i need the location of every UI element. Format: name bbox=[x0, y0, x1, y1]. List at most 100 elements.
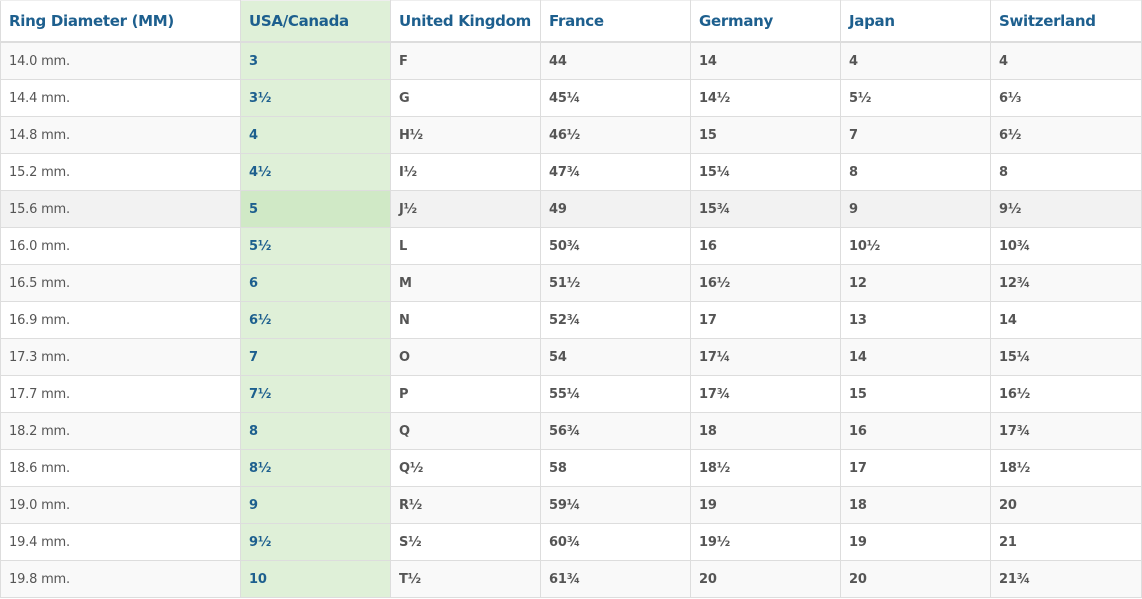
cell-ring-diameter: 18.6 mm. bbox=[0, 449, 241, 487]
cell-usa-canada: 6 bbox=[240, 264, 391, 302]
cell-japan: 15 bbox=[840, 375, 991, 413]
cell-switzerland: 16½ bbox=[990, 375, 1142, 413]
cell-france: 46½ bbox=[540, 116, 691, 154]
cell-germany: 17 bbox=[690, 301, 841, 339]
cell-japan: 5½ bbox=[840, 79, 991, 117]
cell-france: 49 bbox=[540, 190, 691, 228]
column-header-france: France bbox=[540, 0, 691, 43]
cell-switzerland: 6⅓ bbox=[990, 79, 1142, 117]
cell-france: 52¾ bbox=[540, 301, 691, 339]
table-row: 16.9 mm. 6½ N 52¾ 17 13 14 bbox=[0, 301, 1142, 339]
cell-japan: 17 bbox=[840, 449, 991, 487]
cell-united-kingdom: N bbox=[390, 301, 541, 339]
column-header-ring-diameter: Ring Diameter (MM) bbox=[0, 0, 241, 43]
cell-france: 58 bbox=[540, 449, 691, 487]
cell-france: 60¾ bbox=[540, 523, 691, 561]
cell-germany: 17¾ bbox=[690, 375, 841, 413]
cell-france: 50¾ bbox=[540, 227, 691, 265]
table-row: 19.4 mm. 9½ S½ 60¾ 19½ 19 21 bbox=[0, 523, 1142, 561]
cell-switzerland: 20 bbox=[990, 486, 1142, 524]
column-header-united-kingdom: United Kingdom bbox=[390, 0, 541, 43]
column-header-usa-canada: USA/Canada bbox=[240, 0, 391, 43]
cell-switzerland: 14 bbox=[990, 301, 1142, 339]
table-row: 15.6 mm. 5 J½ 49 15¾ 9 9½ bbox=[0, 190, 1142, 228]
cell-japan: 13 bbox=[840, 301, 991, 339]
cell-germany: 17¼ bbox=[690, 338, 841, 376]
table-row: 17.7 mm. 7½ P 55¼ 17¾ 15 16½ bbox=[0, 375, 1142, 413]
table-row: 16.0 mm. 5½ L 50¾ 16 10½ 10¾ bbox=[0, 227, 1142, 265]
cell-united-kingdom: S½ bbox=[390, 523, 541, 561]
cell-united-kingdom: H½ bbox=[390, 116, 541, 154]
cell-japan: 8 bbox=[840, 153, 991, 191]
cell-germany: 14 bbox=[690, 42, 841, 80]
column-header-japan: Japan bbox=[840, 0, 991, 43]
cell-germany: 20 bbox=[690, 560, 841, 598]
cell-ring-diameter: 14.4 mm. bbox=[0, 79, 241, 117]
table-row: 15.2 mm. 4½ I½ 47¾ 15¼ 8 8 bbox=[0, 153, 1142, 191]
cell-usa-canada: 7½ bbox=[240, 375, 391, 413]
cell-ring-diameter: 14.0 mm. bbox=[0, 42, 241, 80]
cell-switzerland: 21 bbox=[990, 523, 1142, 561]
cell-switzerland: 8 bbox=[990, 153, 1142, 191]
cell-germany: 15 bbox=[690, 116, 841, 154]
cell-usa-canada: 4 bbox=[240, 116, 391, 154]
cell-switzerland: 12¾ bbox=[990, 264, 1142, 302]
cell-japan: 18 bbox=[840, 486, 991, 524]
cell-usa-canada: 5 bbox=[240, 190, 391, 228]
cell-france: 45¼ bbox=[540, 79, 691, 117]
cell-ring-diameter: 17.7 mm. bbox=[0, 375, 241, 413]
cell-japan: 9 bbox=[840, 190, 991, 228]
cell-japan: 12 bbox=[840, 264, 991, 302]
table-row: 14.0 mm. 3 F 44 14 4 4 bbox=[0, 42, 1142, 80]
cell-switzerland: 10¾ bbox=[990, 227, 1142, 265]
cell-usa-canada: 5½ bbox=[240, 227, 391, 265]
cell-ring-diameter: 16.5 mm. bbox=[0, 264, 241, 302]
cell-usa-canada: 7 bbox=[240, 338, 391, 376]
cell-usa-canada: 9 bbox=[240, 486, 391, 524]
cell-united-kingdom: Q bbox=[390, 412, 541, 450]
table-row: 19.8 mm. 10 T½ 61¾ 20 20 21¾ bbox=[0, 560, 1142, 598]
cell-ring-diameter: 16.0 mm. bbox=[0, 227, 241, 265]
cell-japan: 20 bbox=[840, 560, 991, 598]
cell-japan: 19 bbox=[840, 523, 991, 561]
cell-germany: 18 bbox=[690, 412, 841, 450]
table-row: 18.2 mm. 8 Q 56¾ 18 16 17¾ bbox=[0, 412, 1142, 450]
table-row: 17.3 mm. 7 O 54 17¼ 14 15¼ bbox=[0, 338, 1142, 376]
cell-germany: 19½ bbox=[690, 523, 841, 561]
cell-ring-diameter: 15.2 mm. bbox=[0, 153, 241, 191]
column-header-switzerland: Switzerland bbox=[990, 0, 1142, 43]
cell-united-kingdom: M bbox=[390, 264, 541, 302]
cell-ring-diameter: 19.0 mm. bbox=[0, 486, 241, 524]
cell-united-kingdom: J½ bbox=[390, 190, 541, 228]
cell-germany: 15¼ bbox=[690, 153, 841, 191]
cell-united-kingdom: O bbox=[390, 338, 541, 376]
cell-france: 54 bbox=[540, 338, 691, 376]
cell-japan: 16 bbox=[840, 412, 991, 450]
cell-germany: 14½ bbox=[690, 79, 841, 117]
cell-germany: 19 bbox=[690, 486, 841, 524]
cell-france: 59¼ bbox=[540, 486, 691, 524]
table-row: 16.5 mm. 6 M 51½ 16½ 12 12¾ bbox=[0, 264, 1142, 302]
cell-usa-canada: 8½ bbox=[240, 449, 391, 487]
table-header-row: Ring Diameter (MM) USA/Canada United Kingd… bbox=[0, 0, 1142, 43]
table-row: 18.6 mm. 8½ Q½ 58 18½ 17 18½ bbox=[0, 449, 1142, 487]
cell-japan: 14 bbox=[840, 338, 991, 376]
cell-france: 56¾ bbox=[540, 412, 691, 450]
cell-germany: 15¾ bbox=[690, 190, 841, 228]
cell-united-kingdom: G bbox=[390, 79, 541, 117]
cell-usa-canada: 9½ bbox=[240, 523, 391, 561]
cell-japan: 4 bbox=[840, 42, 991, 80]
cell-france: 55¼ bbox=[540, 375, 691, 413]
cell-united-kingdom: R½ bbox=[390, 486, 541, 524]
cell-ring-diameter: 19.8 mm. bbox=[0, 560, 241, 598]
cell-usa-canada: 4½ bbox=[240, 153, 391, 191]
cell-switzerland: 21¾ bbox=[990, 560, 1142, 598]
cell-united-kingdom: I½ bbox=[390, 153, 541, 191]
cell-usa-canada: 3½ bbox=[240, 79, 391, 117]
cell-ring-diameter: 19.4 mm. bbox=[0, 523, 241, 561]
cell-france: 51½ bbox=[540, 264, 691, 302]
cell-switzerland: 4 bbox=[990, 42, 1142, 80]
cell-germany: 16½ bbox=[690, 264, 841, 302]
cell-switzerland: 17¾ bbox=[990, 412, 1142, 450]
